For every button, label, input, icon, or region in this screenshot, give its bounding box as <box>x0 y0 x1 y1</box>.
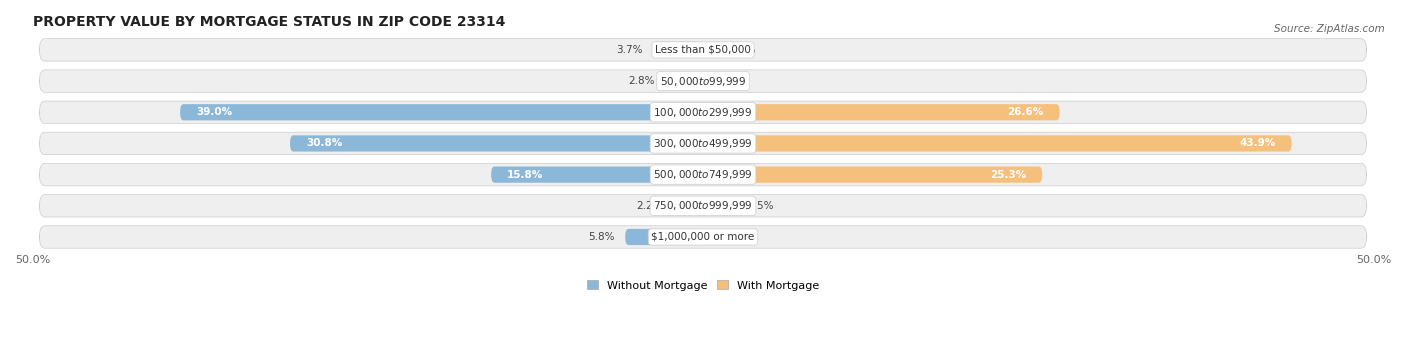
FancyBboxPatch shape <box>39 39 1367 61</box>
Text: 5.8%: 5.8% <box>588 232 614 242</box>
Text: Source: ZipAtlas.com: Source: ZipAtlas.com <box>1274 24 1385 34</box>
Text: 0.42%: 0.42% <box>720 232 752 242</box>
FancyBboxPatch shape <box>39 194 1367 217</box>
FancyBboxPatch shape <box>39 132 1367 155</box>
FancyBboxPatch shape <box>626 229 703 245</box>
FancyBboxPatch shape <box>673 198 703 214</box>
FancyBboxPatch shape <box>703 229 709 245</box>
FancyBboxPatch shape <box>703 167 1042 183</box>
FancyBboxPatch shape <box>39 164 1367 186</box>
Text: $50,000 to $99,999: $50,000 to $99,999 <box>659 74 747 88</box>
Text: 15.8%: 15.8% <box>508 170 544 180</box>
FancyBboxPatch shape <box>290 135 703 152</box>
Text: 2.2%: 2.2% <box>637 201 662 211</box>
Text: 2.8%: 2.8% <box>628 76 655 86</box>
FancyBboxPatch shape <box>703 135 1292 152</box>
Text: 3.7%: 3.7% <box>616 45 643 55</box>
Text: 26.6%: 26.6% <box>1007 107 1043 117</box>
FancyBboxPatch shape <box>180 104 703 120</box>
Text: Less than $50,000: Less than $50,000 <box>655 45 751 55</box>
FancyBboxPatch shape <box>39 101 1367 123</box>
Text: $300,000 to $499,999: $300,000 to $499,999 <box>654 137 752 150</box>
Text: $100,000 to $299,999: $100,000 to $299,999 <box>654 106 752 119</box>
FancyBboxPatch shape <box>654 42 703 58</box>
FancyBboxPatch shape <box>665 73 703 89</box>
FancyBboxPatch shape <box>39 70 1367 92</box>
FancyBboxPatch shape <box>491 167 703 183</box>
Text: 1.2%: 1.2% <box>730 45 756 55</box>
FancyBboxPatch shape <box>703 42 718 58</box>
Text: $1,000,000 or more: $1,000,000 or more <box>651 232 755 242</box>
FancyBboxPatch shape <box>703 104 1060 120</box>
Text: 25.3%: 25.3% <box>990 170 1026 180</box>
Text: 30.8%: 30.8% <box>307 138 343 149</box>
Text: $500,000 to $749,999: $500,000 to $749,999 <box>654 168 752 181</box>
Text: 43.9%: 43.9% <box>1239 138 1275 149</box>
Text: 39.0%: 39.0% <box>197 107 232 117</box>
FancyBboxPatch shape <box>703 198 737 214</box>
Text: 2.5%: 2.5% <box>747 201 773 211</box>
FancyBboxPatch shape <box>39 226 1367 248</box>
Text: $750,000 to $999,999: $750,000 to $999,999 <box>654 199 752 212</box>
Text: PROPERTY VALUE BY MORTGAGE STATUS IN ZIP CODE 23314: PROPERTY VALUE BY MORTGAGE STATUS IN ZIP… <box>32 15 505 29</box>
Legend: Without Mortgage, With Mortgage: Without Mortgage, With Mortgage <box>582 276 824 295</box>
